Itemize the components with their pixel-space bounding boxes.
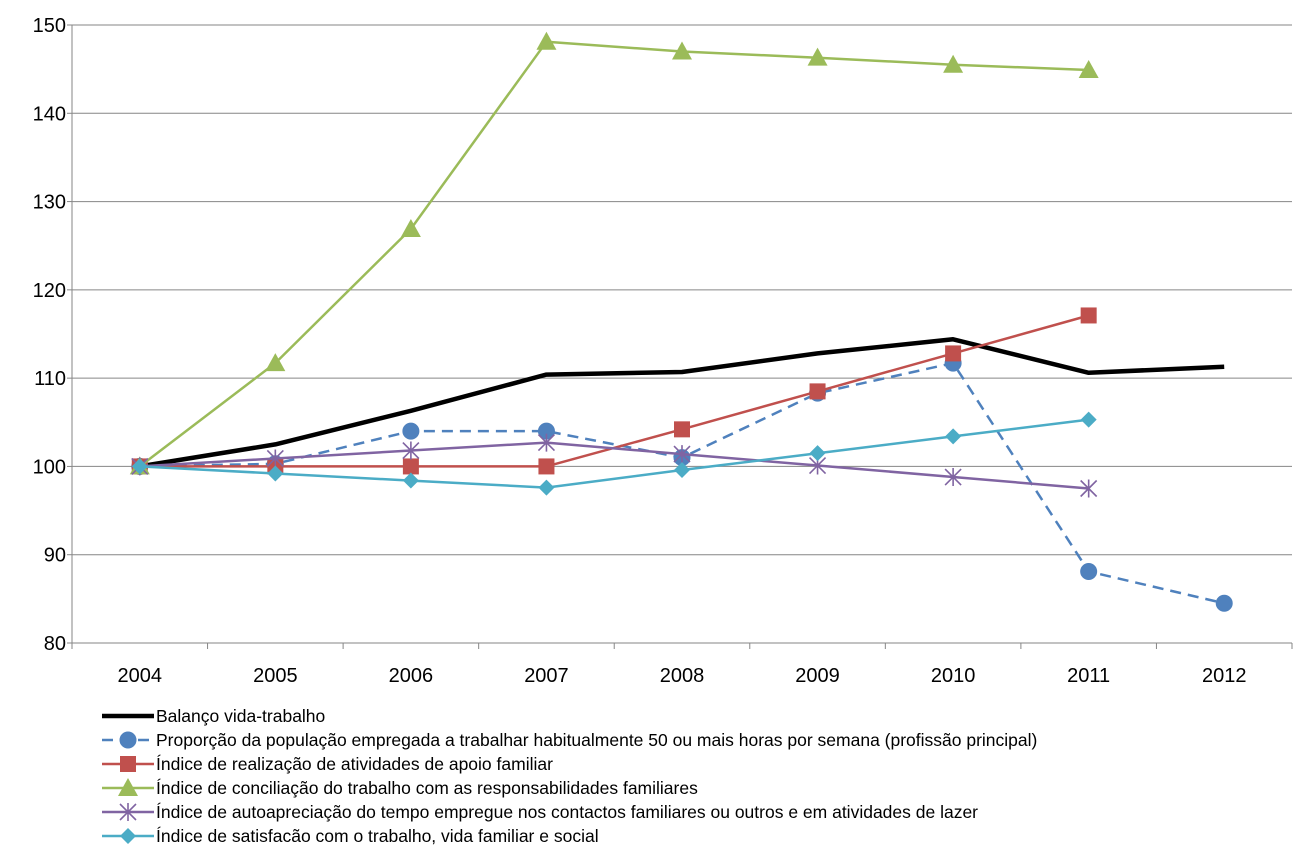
data-point bbox=[131, 458, 148, 475]
series-6 bbox=[131, 411, 1097, 496]
y-tick-label: 110 bbox=[34, 368, 66, 390]
legend-marker bbox=[118, 778, 138, 796]
y-tick-label: 120 bbox=[33, 280, 66, 302]
axes bbox=[67, 24, 1293, 649]
data-point bbox=[945, 345, 962, 362]
data-point bbox=[400, 218, 421, 237]
y-tick-label: 130 bbox=[33, 192, 66, 214]
x-tick-label: 2004 bbox=[118, 665, 163, 687]
series-line bbox=[139, 361, 1225, 605]
data-point bbox=[402, 458, 419, 475]
data-point bbox=[807, 47, 828, 66]
data-point bbox=[1080, 562, 1098, 580]
data-point bbox=[944, 468, 962, 487]
data-point bbox=[1078, 60, 1099, 79]
data-point bbox=[809, 383, 826, 400]
data-point bbox=[1215, 594, 1233, 612]
data-point bbox=[402, 422, 420, 440]
legend-label: Índice de satisfacão com o trabalho, vid… bbox=[156, 826, 599, 846]
data-point bbox=[674, 461, 690, 478]
x-tick-label: 2008 bbox=[660, 665, 705, 687]
legend-entry-6: Índice de satisfacão com o trabalho, vid… bbox=[102, 826, 599, 846]
data-point bbox=[266, 449, 284, 468]
y-tick-label: 140 bbox=[33, 103, 66, 125]
legend-label: Índice de autoapreciação do tempo empreg… bbox=[156, 802, 978, 822]
series-line bbox=[139, 337, 1225, 469]
legend-entry-5: Índice de autoapreciação do tempo empreg… bbox=[102, 802, 978, 822]
data-point bbox=[943, 54, 964, 73]
tick-labels: 80 90 100 110 120 130 140 150 2004 2005 2006 2007 20… bbox=[33, 15, 1247, 687]
legend-marker bbox=[120, 828, 136, 844]
legend-entry-2: Proporção da população empregada a traba… bbox=[102, 730, 1037, 750]
y-tick-label: 150 bbox=[33, 15, 66, 37]
legend-marker bbox=[119, 731, 137, 749]
series-layer bbox=[129, 31, 1233, 612]
x-tick-label: 2007 bbox=[524, 665, 569, 687]
series-1 bbox=[139, 337, 1225, 469]
y-tick-label: 100 bbox=[33, 456, 66, 478]
data-point bbox=[265, 353, 286, 372]
legend-label: Índice de realização de atividades de ap… bbox=[156, 754, 553, 774]
data-point bbox=[402, 472, 419, 489]
data-point bbox=[536, 31, 557, 50]
legend-marker bbox=[120, 756, 136, 772]
series-line bbox=[139, 40, 1089, 468]
legend-label: Proporção da população empregada a traba… bbox=[156, 730, 1037, 750]
data-point bbox=[809, 445, 826, 462]
data-point bbox=[1080, 307, 1097, 324]
series-2 bbox=[131, 354, 1233, 612]
data-point bbox=[1080, 479, 1098, 498]
x-tick-label: 2012 bbox=[1202, 665, 1247, 687]
data-point bbox=[1080, 411, 1097, 428]
legend-label: Balanço vida-trabalho bbox=[156, 706, 325, 726]
legend: Balanço vida-trabalho Proporção da popula… bbox=[102, 706, 1037, 846]
data-point bbox=[672, 41, 692, 60]
series-line bbox=[139, 441, 1089, 490]
legend-label: Índice de conciliação do trabalho com as… bbox=[156, 778, 698, 798]
data-point bbox=[674, 421, 690, 438]
series-line bbox=[139, 418, 1089, 489]
x-tick-label: 2005 bbox=[253, 665, 298, 687]
y-tick-label: 90 bbox=[44, 545, 66, 567]
data-point bbox=[673, 445, 691, 464]
legend-marker bbox=[119, 803, 137, 821]
data-point bbox=[945, 428, 962, 445]
data-point bbox=[267, 465, 284, 482]
x-tick-label: 2006 bbox=[389, 665, 434, 687]
y-tick-label: 80 bbox=[44, 633, 66, 655]
data-point bbox=[538, 458, 555, 475]
x-tick-label: 2011 bbox=[1067, 665, 1110, 687]
legend-entry-1: Balanço vida-trabalho bbox=[102, 706, 325, 726]
data-point bbox=[538, 479, 555, 496]
legend-entry-4: Índice de conciliação do trabalho com as… bbox=[102, 778, 698, 798]
data-point bbox=[537, 433, 556, 452]
x-tick-label: 2009 bbox=[795, 665, 840, 687]
data-point bbox=[402, 441, 420, 460]
series-4 bbox=[129, 31, 1099, 475]
x-tick-label: 2010 bbox=[931, 665, 976, 687]
legend-entry-3: Índice de realização de atividades de ap… bbox=[102, 754, 553, 774]
